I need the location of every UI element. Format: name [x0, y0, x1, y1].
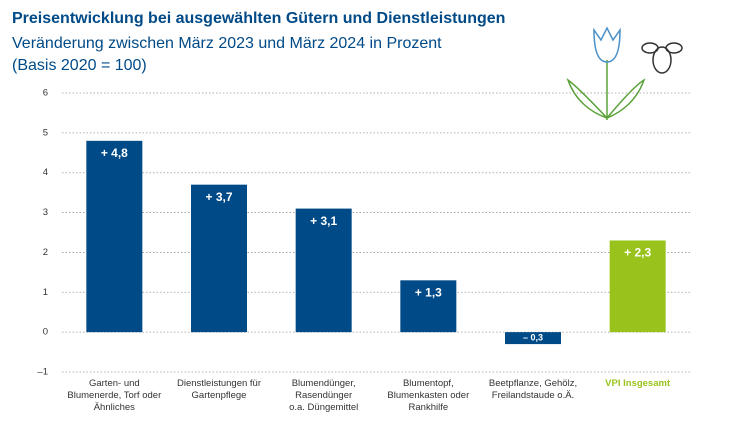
bar	[609, 240, 666, 333]
x-tick-label: VPI Insgesamt	[605, 378, 671, 389]
chart-subtitle: Veränderung zwischen März 2023 und März …	[12, 35, 442, 52]
x-tick-label: Blumendünger, Rasendünger o.a. Düngemitt…	[289, 378, 359, 413]
y-tick-label: 4	[43, 167, 48, 178]
y-tick-label: –1	[37, 367, 48, 378]
chart-title: Preisentwicklung bei ausgewählten Gütern…	[12, 10, 505, 27]
value-label: + 3,7	[205, 190, 232, 204]
flower-icon	[566, 26, 683, 120]
bar	[505, 332, 561, 345]
x-tick-label: Beetpflanze, Gehölz, Freilandstaude o.Ä.	[488, 378, 578, 401]
y-tick-label: 0	[43, 327, 48, 338]
value-label: + 2,3	[624, 246, 651, 260]
y-tick-label: 1	[43, 287, 48, 298]
value-label: + 4,8	[101, 146, 128, 160]
chart-note: (Basis 2020 = 100)	[12, 57, 147, 74]
bar	[86, 140, 143, 333]
x-tick-label: Dienstleistungen für Gartenpflege	[177, 378, 261, 401]
y-tick-label: 5	[43, 127, 48, 138]
value-label: + 3,1	[310, 214, 337, 228]
value-label: + 1,3	[415, 286, 442, 300]
y-tick-label: 2	[43, 247, 48, 258]
x-tick-label: Blumentopf, Blumenkasten oder Rankhilfe	[387, 378, 470, 413]
bar	[295, 208, 352, 333]
y-tick-label: 6	[43, 88, 48, 99]
bar	[191, 184, 247, 333]
value-label: – 0,3	[523, 332, 543, 342]
x-tick-label: Garten- und Blumenerde, Torf oder Ähnlic…	[67, 378, 162, 413]
y-tick-label: 3	[43, 207, 48, 218]
bar	[400, 280, 457, 333]
